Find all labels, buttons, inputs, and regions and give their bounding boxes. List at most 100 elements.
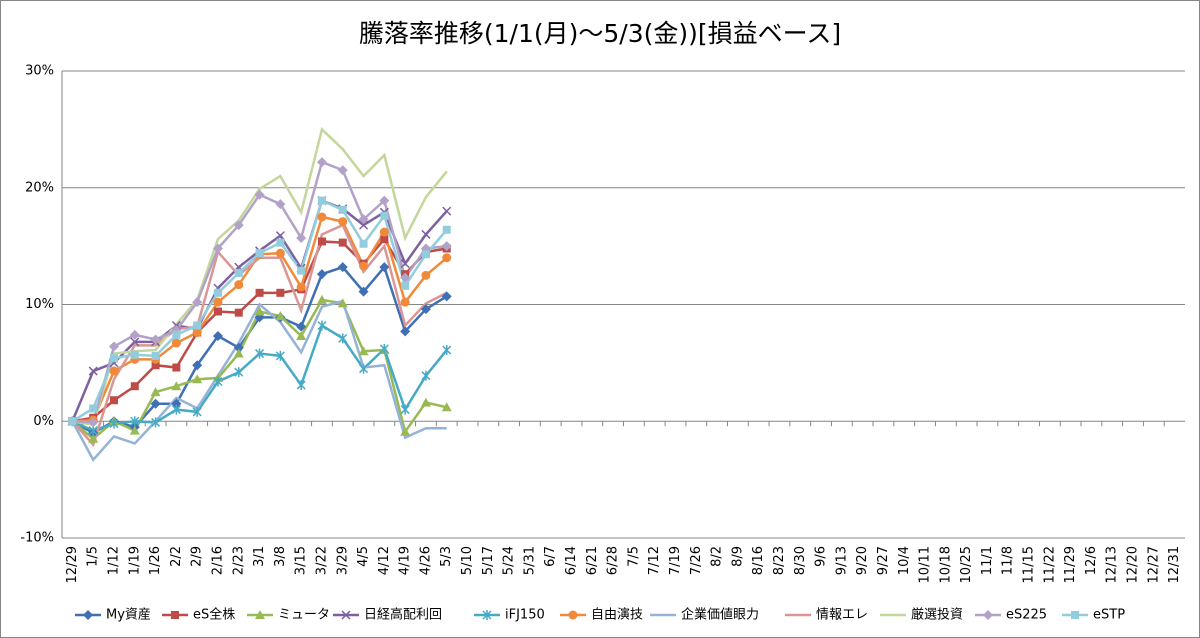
marker	[192, 360, 203, 371]
marker	[171, 404, 181, 415]
marker	[338, 238, 347, 247]
x-tick-label: 2/16	[210, 546, 225, 575]
marker	[420, 397, 431, 407]
x-tick-label: 9/20	[855, 546, 870, 575]
x-tick-label: 8/16	[751, 546, 766, 575]
marker	[358, 346, 369, 356]
y-tick-label: 10%	[25, 297, 54, 312]
marker	[401, 281, 410, 290]
legend-marker	[255, 610, 265, 619]
marker	[379, 195, 390, 206]
marker	[109, 366, 119, 376]
marker	[88, 417, 99, 428]
x-tick-label: 3/1	[252, 546, 267, 567]
x-tick-label: 10/11	[918, 546, 933, 583]
x-tick-label: 8/9	[730, 546, 745, 567]
marker	[400, 297, 410, 307]
x-tick-label: 4/19	[398, 546, 413, 575]
marker	[234, 367, 244, 378]
marker	[316, 294, 327, 304]
marker	[296, 232, 307, 243]
marker	[193, 321, 202, 330]
marker	[317, 237, 326, 246]
x-tick-label: 11/8	[1001, 546, 1016, 575]
x-tick-label: 12/20	[1126, 546, 1141, 583]
marker	[213, 297, 223, 307]
x-tick-label: 8/23	[772, 546, 787, 575]
marker	[109, 396, 118, 405]
legend-label: iFJ150	[505, 608, 545, 623]
marker	[255, 288, 264, 297]
x-tick-label: 3/8	[273, 546, 288, 567]
marker	[234, 268, 243, 277]
marker	[255, 348, 265, 359]
marker	[421, 370, 431, 381]
x-tick-label: 2/9	[190, 546, 205, 567]
x-tick-label: 5/10	[460, 546, 475, 575]
marker	[151, 417, 161, 428]
x-tick-label: 2/2	[169, 546, 184, 567]
marker	[316, 269, 327, 280]
y-tick-label: 0%	[33, 414, 54, 429]
marker	[337, 298, 348, 308]
marker	[358, 214, 369, 225]
marker	[192, 297, 203, 308]
marker	[420, 304, 431, 315]
x-tick-label: 1/19	[127, 546, 142, 575]
y-tick-label: 30%	[25, 64, 54, 79]
marker	[400, 326, 411, 337]
marker	[88, 366, 98, 376]
marker	[338, 333, 348, 344]
marker	[172, 363, 181, 372]
legend-marker	[341, 610, 351, 620]
x-tick-label: 7/12	[647, 546, 662, 575]
x-tick-label: 12/13	[1105, 546, 1120, 583]
y-tick-label: 20%	[25, 180, 54, 195]
marker	[233, 342, 244, 353]
marker	[150, 398, 161, 409]
marker	[109, 418, 119, 429]
marker	[421, 229, 431, 239]
marker	[192, 328, 202, 338]
marker	[359, 220, 369, 230]
marker	[213, 307, 222, 316]
marker	[150, 334, 161, 345]
marker	[317, 320, 327, 331]
x-tick-label: 9/27	[876, 546, 891, 575]
x-tick-label: 9/13	[834, 546, 849, 575]
marker	[442, 253, 452, 263]
marker	[212, 331, 223, 342]
marker	[275, 248, 285, 258]
x-tick-label: 7/5	[626, 546, 641, 567]
marker	[296, 380, 306, 391]
marker	[151, 351, 160, 360]
legend-marker	[1071, 611, 1079, 619]
x-tick-label: 5/17	[481, 546, 496, 575]
marker	[337, 165, 348, 176]
legend-label: 企業価値眼力	[681, 607, 759, 623]
marker	[379, 227, 389, 237]
marker	[380, 235, 389, 244]
marker	[234, 308, 243, 317]
x-tick-label: 5/31	[522, 546, 537, 575]
marker	[88, 433, 99, 443]
x-tick-label: 4/5	[356, 546, 371, 567]
x-tick-label: 11/29	[1063, 546, 1078, 583]
marker	[441, 241, 452, 252]
marker	[233, 348, 244, 358]
x-tick-label: 6/14	[564, 546, 579, 575]
marker	[421, 270, 431, 280]
marker	[338, 205, 347, 214]
marker	[380, 211, 389, 220]
marker	[400, 426, 411, 436]
marker	[359, 261, 369, 271]
marker	[130, 382, 139, 391]
marker	[379, 262, 390, 273]
marker	[337, 262, 348, 273]
marker	[254, 189, 265, 200]
x-tick-label: 7/26	[689, 546, 704, 575]
marker	[421, 250, 430, 259]
x-tick-label: 4/26	[418, 546, 433, 575]
legend-label: eS全株	[193, 607, 235, 623]
marker	[192, 406, 202, 417]
